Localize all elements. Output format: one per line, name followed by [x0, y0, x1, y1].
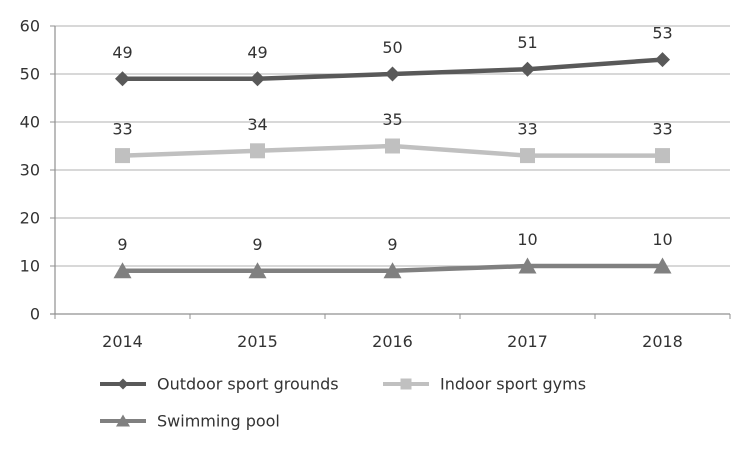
- legend-label: Indoor sport gyms: [440, 375, 586, 394]
- x-axis-tick-label: 2016: [372, 332, 413, 351]
- y-axis-tick-label: 30: [20, 161, 40, 180]
- legend-label: Swimming pool: [157, 412, 280, 431]
- y-axis-tick-label: 20: [20, 209, 40, 228]
- data-point-label: 9: [387, 235, 397, 254]
- diamond-marker: [117, 378, 129, 390]
- data-point-label: 49: [112, 43, 132, 62]
- triangle-marker: [116, 414, 130, 427]
- square-marker: [655, 148, 670, 164]
- y-axis-tick-label: 0: [30, 305, 40, 324]
- data-point-label: 53: [652, 24, 672, 43]
- series-0: [115, 52, 670, 87]
- triangle-marker: [383, 262, 402, 279]
- x-axis-tick-label: 2017: [507, 332, 548, 351]
- y-axis-tick-label: 10: [20, 257, 40, 276]
- data-point-label: 35: [382, 110, 402, 129]
- square-marker: [385, 138, 400, 154]
- data-point-label: 9: [117, 235, 127, 254]
- triangle-marker: [518, 257, 537, 274]
- y-axis-tick-label: 50: [20, 65, 40, 84]
- series-1: [115, 138, 670, 164]
- legend-item: Swimming pool: [100, 412, 280, 431]
- x-axis-tick-label: 2014: [102, 332, 143, 351]
- y-axis-tick-label: 40: [20, 113, 40, 132]
- data-point-label: 50: [382, 38, 402, 57]
- legend-label: Outdoor sport grounds: [157, 375, 339, 394]
- data-point-label: 9: [252, 235, 262, 254]
- diamond-marker: [250, 71, 265, 87]
- data-point-label: 10: [652, 230, 672, 249]
- diamond-marker: [655, 52, 670, 68]
- square-marker: [250, 143, 265, 159]
- diamond-marker: [115, 71, 130, 87]
- square-marker: [115, 148, 130, 164]
- triangle-marker: [113, 262, 132, 279]
- y-axis-tick-label: 60: [20, 17, 40, 36]
- data-point-label: 33: [112, 120, 132, 139]
- triangle-marker: [653, 257, 672, 274]
- legend-item: Indoor sport gyms: [383, 375, 586, 394]
- x-axis-tick-label: 2018: [642, 332, 683, 351]
- legend: Outdoor sport grounds Indoor sport gyms Sw…: [100, 375, 586, 431]
- triangle-marker: [248, 262, 267, 279]
- data-point-label: 10: [517, 230, 537, 249]
- data-point-label: 33: [652, 120, 672, 139]
- diamond-marker: [385, 66, 400, 82]
- square-marker: [520, 148, 535, 164]
- data-point-label: 33: [517, 120, 537, 139]
- diamond-marker: [520, 61, 535, 77]
- data-point-label: 34: [247, 115, 267, 134]
- data-point-label: 49: [247, 43, 267, 62]
- series-2: [113, 257, 672, 279]
- x-axis-tick-label: 2015: [237, 332, 278, 351]
- axes: [50, 25, 731, 319]
- legend-item: Outdoor sport grounds: [100, 375, 339, 394]
- data-point-label: 51: [517, 33, 537, 52]
- square-marker: [400, 378, 412, 390]
